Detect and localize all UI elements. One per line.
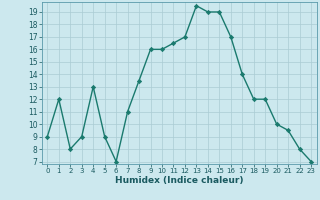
X-axis label: Humidex (Indice chaleur): Humidex (Indice chaleur)	[115, 176, 244, 185]
